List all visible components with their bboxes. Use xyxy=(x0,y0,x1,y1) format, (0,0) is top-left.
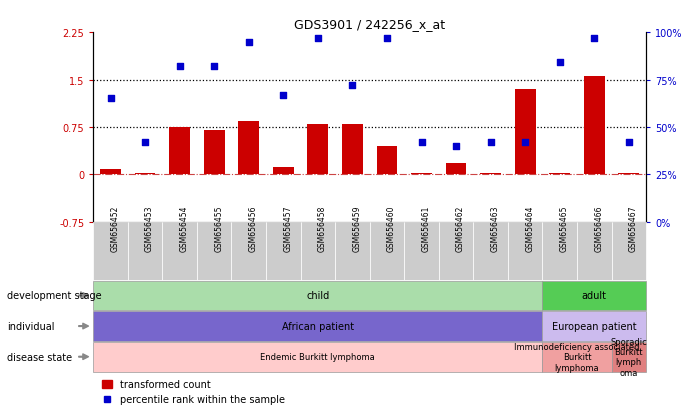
Bar xyxy=(100,170,121,175)
Text: GSM656467: GSM656467 xyxy=(629,205,638,251)
Text: GSM656453: GSM656453 xyxy=(145,205,154,251)
Text: individual: individual xyxy=(7,321,55,331)
Text: development stage: development stage xyxy=(7,291,102,301)
Bar xyxy=(307,124,328,175)
Point xyxy=(554,60,565,66)
Text: disease state: disease state xyxy=(7,352,72,362)
Text: GSM656463: GSM656463 xyxy=(491,205,500,251)
Text: GSM656457: GSM656457 xyxy=(283,205,292,251)
Bar xyxy=(549,173,570,175)
Point xyxy=(451,143,462,150)
Point xyxy=(209,64,220,70)
Text: GSM656452: GSM656452 xyxy=(111,205,120,251)
Point xyxy=(485,140,496,146)
Text: GSM656465: GSM656465 xyxy=(560,205,569,251)
Text: GSM656462: GSM656462 xyxy=(456,205,465,251)
Bar xyxy=(411,173,432,175)
Legend: transformed count, percentile rank within the sample: transformed count, percentile rank withi… xyxy=(98,375,288,408)
Text: African patient: African patient xyxy=(282,321,354,331)
Point xyxy=(416,140,427,146)
Point xyxy=(243,39,254,46)
Text: GSM656464: GSM656464 xyxy=(525,205,534,251)
Text: Sporadic
Burkitt
lymph
oma: Sporadic Burkitt lymph oma xyxy=(610,337,647,377)
Bar xyxy=(480,173,501,175)
Text: GSM656461: GSM656461 xyxy=(422,205,430,251)
Text: GSM656456: GSM656456 xyxy=(249,205,258,251)
Point xyxy=(623,140,634,146)
Bar xyxy=(584,77,605,175)
Point xyxy=(140,140,151,146)
Bar xyxy=(342,124,363,175)
Text: GSM656454: GSM656454 xyxy=(180,205,189,251)
Point xyxy=(312,36,323,42)
Bar xyxy=(618,173,639,175)
Bar xyxy=(273,167,294,175)
Bar xyxy=(204,131,225,175)
Bar xyxy=(515,90,536,175)
Text: adult: adult xyxy=(582,291,607,301)
Text: GSM656458: GSM656458 xyxy=(318,205,327,251)
Text: Endemic Burkitt lymphoma: Endemic Burkitt lymphoma xyxy=(261,352,375,361)
Bar xyxy=(238,121,259,175)
Text: European patient: European patient xyxy=(552,321,636,331)
Point xyxy=(381,36,392,42)
Text: child: child xyxy=(306,291,330,301)
Bar xyxy=(169,128,190,175)
Text: Immunodeficiency associated
Burkitt
lymphoma: Immunodeficiency associated Burkitt lymp… xyxy=(514,342,640,372)
Point xyxy=(589,36,600,42)
Point xyxy=(347,83,358,89)
Bar xyxy=(377,147,397,175)
Bar xyxy=(135,173,155,175)
Text: GSM656459: GSM656459 xyxy=(352,205,361,251)
Text: GSM656460: GSM656460 xyxy=(387,205,396,251)
Point xyxy=(174,64,185,70)
Text: GSM656455: GSM656455 xyxy=(214,205,223,251)
Bar xyxy=(446,164,466,175)
Text: GSM656466: GSM656466 xyxy=(594,205,603,251)
Point xyxy=(520,140,531,146)
Point xyxy=(278,92,289,99)
Title: GDS3901 / 242256_x_at: GDS3901 / 242256_x_at xyxy=(294,17,445,31)
Point xyxy=(105,96,116,102)
